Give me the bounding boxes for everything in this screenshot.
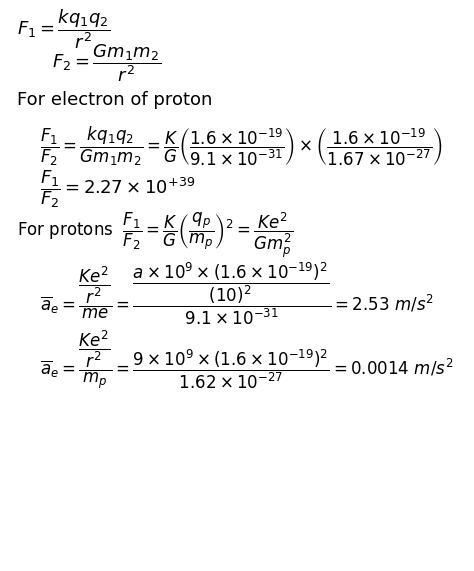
Text: For protons  $\dfrac{F_1}{F_2} = \dfrac{K}{G}\left(\dfrac{q_p}{m_p}\right)^2 = \: For protons $\dfrac{F_1}{F_2} = \dfrac{K… [17, 211, 293, 260]
Text: $\dfrac{F_1}{F_2} = \dfrac{kq_1q_2}{Gm_1m_2} = \dfrac{K}{G}\left(\dfrac{1.6\time: $\dfrac{F_1}{F_2} = \dfrac{kq_1q_2}{Gm_1… [40, 124, 443, 168]
Text: $F_2 = \dfrac{Gm_1m_2}{r^2}$: $F_2 = \dfrac{Gm_1m_2}{r^2}$ [52, 42, 161, 84]
Text: $\overline{a}_e = \dfrac{\dfrac{Ke^2}{r^2}}{m_p} = \dfrac{9\times10^{9}\times(1.: $\overline{a}_e = \dfrac{\dfrac{Ke^2}{r^… [40, 329, 454, 392]
Text: $\dfrac{F_1}{F_2} = 2.27\times10^{+39}$: $\dfrac{F_1}{F_2} = 2.27\times10^{+39}$ [40, 168, 195, 210]
Text: For electron of proton: For electron of proton [17, 91, 212, 108]
Text: $\overline{a}_e = \dfrac{\dfrac{Ke^2}{r^2}}{me} = \dfrac{\dfrac{a\times10^{9}\ti: $\overline{a}_e = \dfrac{\dfrac{Ke^2}{r^… [40, 260, 434, 327]
Text: $F_1 = \dfrac{kq_1q_2}{r^2}$: $F_1 = \dfrac{kq_1q_2}{r^2}$ [17, 7, 110, 51]
